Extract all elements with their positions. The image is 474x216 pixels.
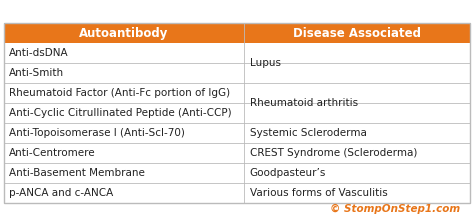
- Bar: [244, 163, 470, 183]
- Bar: [244, 123, 470, 143]
- Text: Various forms of Vasculitis: Various forms of Vasculitis: [250, 188, 387, 198]
- Bar: [4, 123, 244, 143]
- Bar: [244, 143, 470, 163]
- Text: Lupus: Lupus: [250, 58, 281, 68]
- Text: © StompOnStep1.com: © StompOnStep1.com: [329, 204, 460, 214]
- Text: Rheumatoid Factor (Anti-Fc portion of IgG): Rheumatoid Factor (Anti-Fc portion of Ig…: [9, 88, 230, 98]
- Text: Rheumatoid arthritis: Rheumatoid arthritis: [250, 98, 358, 108]
- Bar: [4, 163, 244, 183]
- Bar: [4, 23, 244, 43]
- Text: Goodpasteur’s: Goodpasteur’s: [250, 168, 326, 178]
- Text: Anti-Cyclic Citrullinated Peptide (Anti-CCP): Anti-Cyclic Citrullinated Peptide (Anti-…: [9, 108, 231, 118]
- Bar: [244, 83, 470, 123]
- Text: Disease Associated: Disease Associated: [293, 27, 421, 40]
- Text: Anti-Basement Membrane: Anti-Basement Membrane: [9, 168, 145, 178]
- Text: Autoantibody: Autoantibody: [79, 27, 169, 40]
- Text: Systemic Scleroderma: Systemic Scleroderma: [250, 128, 366, 138]
- Bar: [4, 43, 244, 63]
- Bar: [244, 183, 470, 203]
- Text: Anti-Centromere: Anti-Centromere: [9, 148, 95, 158]
- Text: CREST Syndrome (Scleroderma): CREST Syndrome (Scleroderma): [250, 148, 417, 158]
- Bar: [4, 23, 470, 203]
- Bar: [4, 143, 244, 163]
- Bar: [4, 103, 244, 123]
- Bar: [244, 23, 470, 43]
- Text: Anti-Smith: Anti-Smith: [9, 68, 64, 78]
- Bar: [4, 83, 244, 103]
- Text: Anti-dsDNA: Anti-dsDNA: [9, 48, 68, 58]
- Bar: [4, 63, 244, 83]
- Bar: [4, 183, 244, 203]
- Text: p-ANCA and c-ANCA: p-ANCA and c-ANCA: [9, 188, 113, 198]
- Bar: [244, 43, 470, 83]
- Text: Anti-Topoisomerase I (Anti-Scl-70): Anti-Topoisomerase I (Anti-Scl-70): [9, 128, 184, 138]
